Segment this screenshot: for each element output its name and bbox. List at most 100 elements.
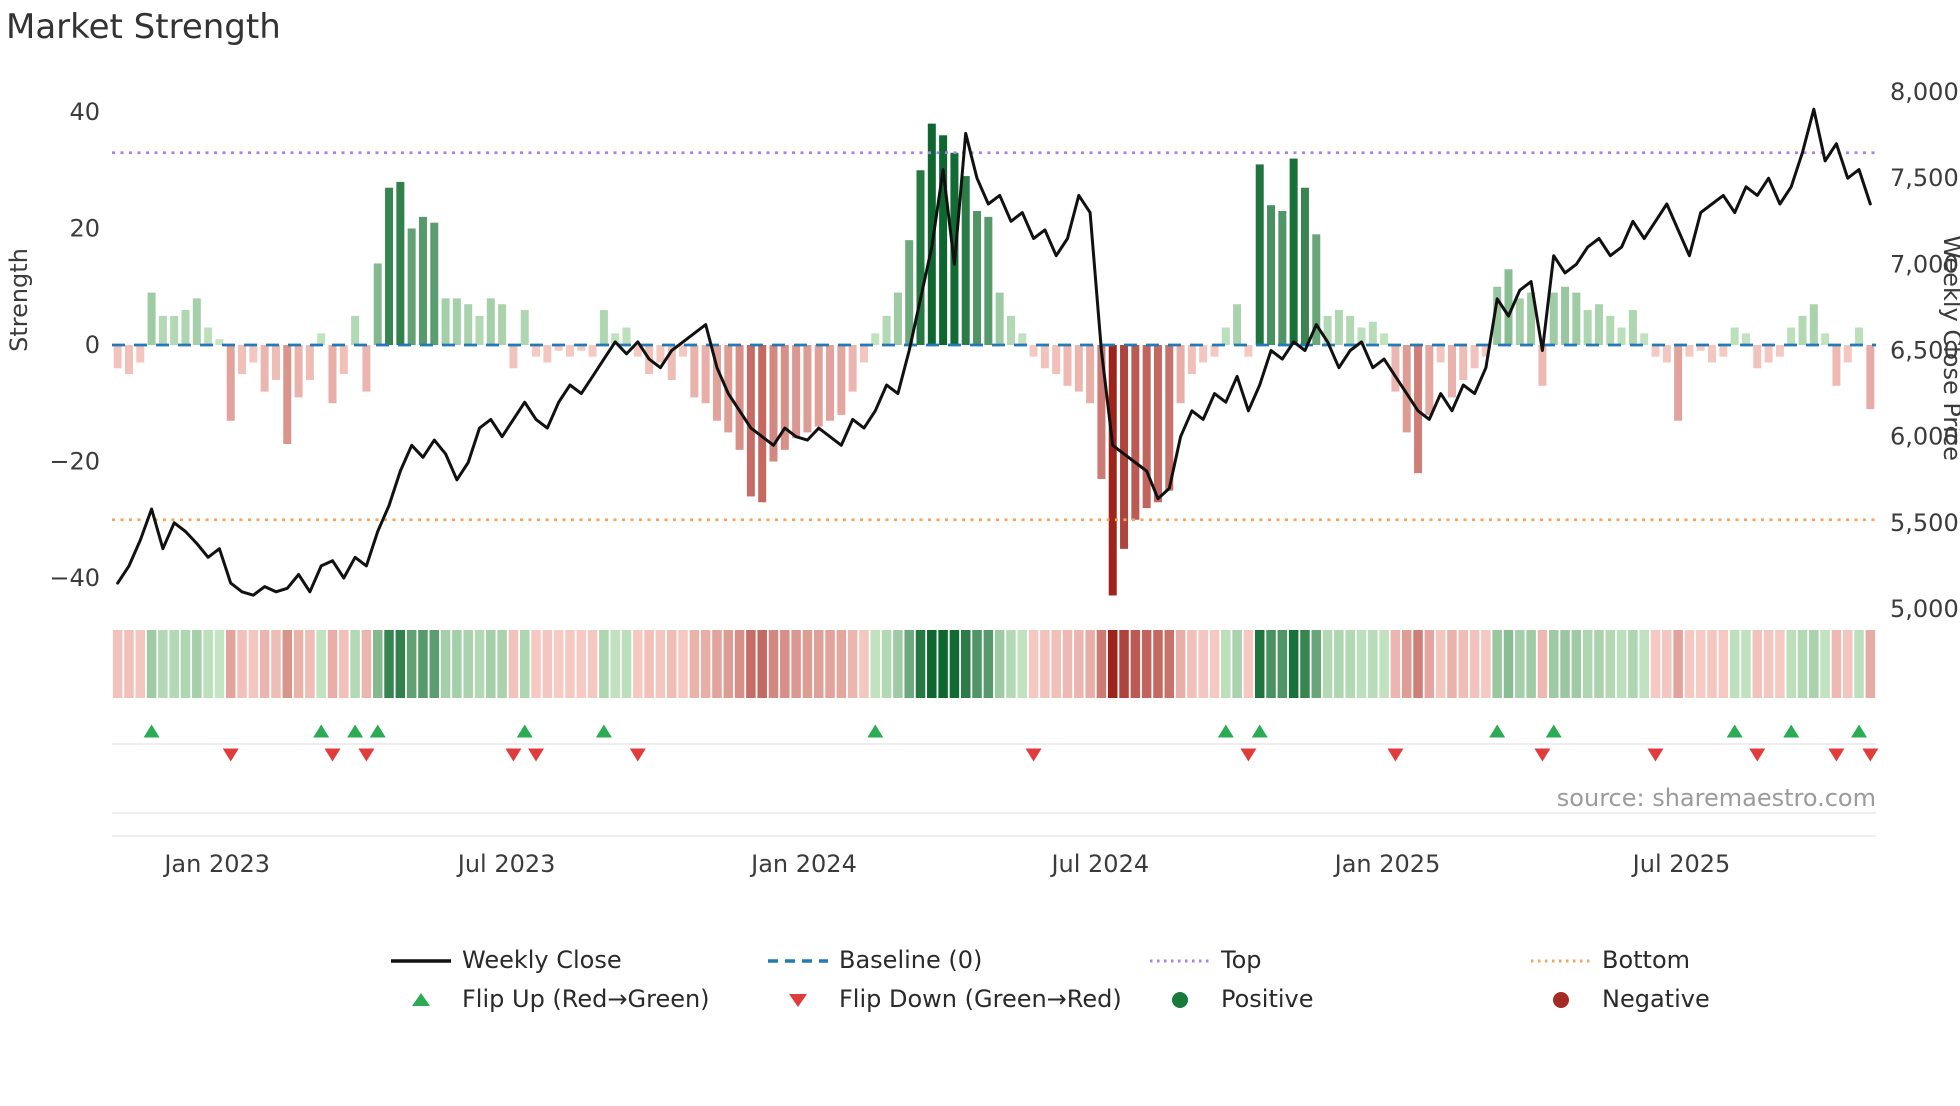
strength-bar bbox=[667, 345, 676, 380]
legend-item-flip-down-green-red: Flip Down (Green→Red) bbox=[766, 980, 1122, 1019]
heatmap-cell bbox=[746, 630, 756, 698]
right-axis-label: Weekly Close Price bbox=[1938, 235, 1960, 461]
strength-bar bbox=[803, 345, 812, 433]
strength-bar bbox=[1741, 333, 1750, 345]
strength-bar bbox=[1515, 298, 1524, 345]
strength-bar bbox=[1391, 345, 1400, 392]
heatmap-cell bbox=[1345, 630, 1355, 698]
strength-bar bbox=[305, 345, 314, 380]
strength-bar bbox=[599, 310, 608, 345]
strength-bar bbox=[1165, 345, 1174, 491]
heatmap-cell bbox=[124, 630, 134, 698]
strength-bar bbox=[1798, 315, 1807, 346]
strength-bar bbox=[1594, 304, 1603, 345]
heatmap-cell bbox=[1300, 630, 1310, 698]
strength-bar bbox=[328, 345, 337, 404]
strength-bar bbox=[1187, 345, 1196, 375]
strength-bar bbox=[792, 345, 801, 439]
heatmap-cell bbox=[1232, 630, 1242, 698]
legend-label-positive: Positive bbox=[1221, 985, 1314, 1013]
left-axis-label: Strength bbox=[5, 248, 33, 352]
strength-bar bbox=[826, 345, 835, 421]
left-tick-label: 0 bbox=[85, 331, 100, 359]
x-tick-label: Jul 2025 bbox=[1631, 850, 1731, 878]
strength-bar bbox=[373, 263, 382, 345]
strength-bar bbox=[249, 345, 258, 363]
strength-bar bbox=[1176, 345, 1185, 404]
heatmap-cell bbox=[1311, 630, 1322, 698]
strength-bar bbox=[543, 345, 552, 363]
weekly-close-swatch-icon bbox=[391, 958, 451, 963]
strength-bar bbox=[905, 240, 914, 345]
strength-bar bbox=[735, 345, 744, 450]
legend-label-negative: Negative bbox=[1602, 985, 1710, 1013]
heatmap-cell bbox=[1809, 630, 1819, 698]
heatmap-cell bbox=[259, 630, 270, 698]
strength-bar bbox=[1097, 345, 1106, 479]
strength-bar bbox=[509, 345, 518, 369]
flip-up-marker bbox=[1217, 724, 1234, 738]
strength-bar bbox=[1753, 345, 1762, 369]
strength-bar bbox=[1255, 164, 1264, 345]
strength-bar bbox=[1063, 345, 1072, 386]
heatmap-cell bbox=[757, 630, 767, 698]
heatmap-cell bbox=[463, 630, 473, 698]
heatmap-cell bbox=[1379, 630, 1389, 698]
heatmap-cell bbox=[497, 630, 507, 698]
strength-bar bbox=[204, 327, 213, 345]
strength-bar bbox=[1447, 345, 1456, 398]
heatmap-cell bbox=[1707, 630, 1717, 698]
strength-bar bbox=[622, 327, 631, 345]
legend-label-weekly-close: Weekly Close bbox=[462, 946, 622, 974]
strength-bar bbox=[1493, 286, 1502, 345]
right-tick-label: 7,000 bbox=[1890, 250, 1959, 278]
heatmap-cell bbox=[1175, 630, 1186, 698]
strength-bar bbox=[859, 345, 868, 363]
strength-bar bbox=[294, 345, 303, 398]
heatmap-cell bbox=[599, 630, 609, 698]
heatmap-cell bbox=[678, 630, 688, 698]
strength-bar bbox=[158, 315, 167, 346]
heatmap-cell bbox=[1085, 630, 1095, 698]
strength-bar bbox=[362, 345, 371, 392]
strength-bar bbox=[385, 187, 394, 345]
strength-bar bbox=[882, 315, 891, 346]
strength-bar bbox=[690, 345, 699, 398]
flip-up-marker bbox=[867, 724, 884, 738]
heatmap-cell bbox=[293, 630, 304, 698]
strength-bar bbox=[1764, 345, 1773, 363]
heatmap-cell bbox=[1096, 630, 1107, 698]
legend-label-flip-up-red-green: Flip Up (Red→Green) bbox=[462, 985, 710, 1013]
heatmap-cell bbox=[1684, 630, 1695, 698]
strength-bar bbox=[532, 345, 541, 357]
heatmap-cell bbox=[339, 630, 349, 698]
strength-bar bbox=[1436, 345, 1445, 363]
heatmap-cell bbox=[1006, 630, 1016, 698]
flip-down-marker bbox=[1240, 748, 1257, 762]
heatmap-cell bbox=[689, 630, 700, 698]
heatmap-cell bbox=[927, 630, 937, 698]
strength-bar bbox=[1289, 158, 1298, 345]
heatmap-cell bbox=[112, 630, 123, 698]
strength-bar bbox=[124, 345, 133, 375]
strength-bar bbox=[113, 345, 122, 369]
x-tick-label: Jul 2024 bbox=[1049, 850, 1149, 878]
right-tick-label: 8,000 bbox=[1890, 78, 1959, 106]
heatmap-cell bbox=[395, 630, 406, 698]
heatmap-cell bbox=[1842, 630, 1853, 698]
legend-item-bottom: Bottom bbox=[1529, 941, 1690, 980]
strength-bar bbox=[1052, 345, 1061, 375]
heatmap-cell bbox=[542, 630, 553, 698]
heatmap-cell bbox=[1786, 630, 1796, 698]
weekly-close-line bbox=[116, 107, 1872, 597]
strength-bar bbox=[486, 298, 495, 345]
strength-bar bbox=[1221, 327, 1230, 345]
strength-bar bbox=[961, 176, 970, 345]
strength-bar bbox=[1617, 327, 1626, 345]
flip-down-marker bbox=[1534, 748, 1551, 762]
heatmap-strip bbox=[112, 630, 1876, 698]
heatmap-cell bbox=[904, 630, 914, 698]
strength-bar bbox=[271, 345, 280, 380]
strength-bar bbox=[1040, 345, 1049, 369]
heatmap-cell bbox=[712, 630, 722, 698]
